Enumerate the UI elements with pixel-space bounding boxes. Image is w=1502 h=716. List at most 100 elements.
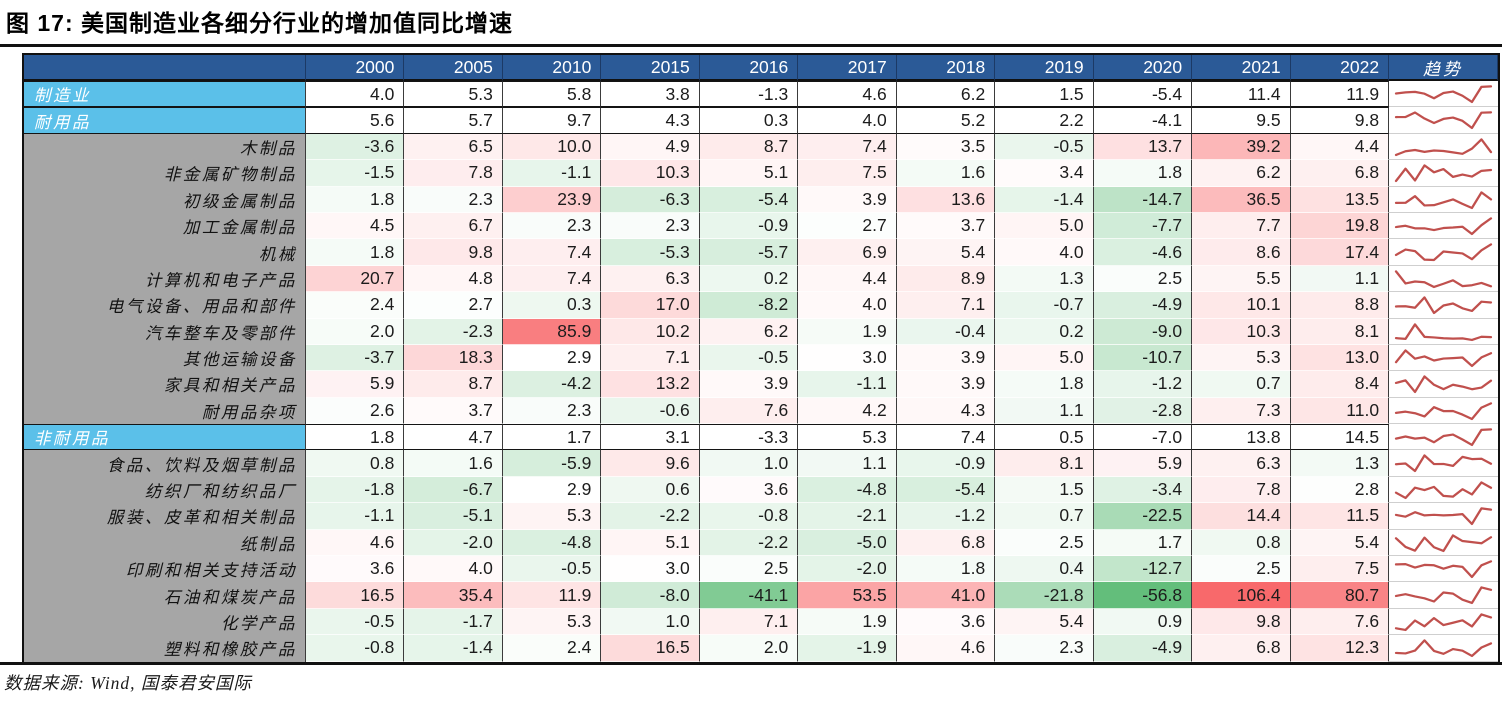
table-row: 食品、饮料及烟草制品 0.8 1.6 -5.9 9.6 1.0 1.1 -0.9 8.1 5.9 6… (24, 450, 1499, 477)
data-cell: 7.4 (502, 265, 602, 293)
data-cell: 9.8 (404, 239, 503, 266)
data-cell: 11.9 (1290, 81, 1390, 108)
data-cell: 5.3 (502, 503, 602, 530)
data-cell: -4.8 (502, 529, 602, 557)
data-cell: 0.7 (995, 503, 1094, 530)
data-cell: 7.1 (601, 344, 700, 372)
data-cell: -2.0 (404, 529, 503, 557)
trend-sparkline (1394, 322, 1493, 341)
data-cell: -0.9 (896, 450, 996, 477)
data-cell: -0.5 (502, 556, 602, 583)
data-cell: 4.3 (896, 397, 996, 425)
figure-title: 图 17: 美国制造业各细分行业的增加值同比增速 (6, 10, 514, 36)
data-cell: 5.3 (502, 608, 602, 636)
data-cell: 14.4 (1192, 503, 1291, 530)
row-label: 印刷和相关支持活动 (24, 556, 306, 583)
data-cell: -7.0 (1093, 424, 1193, 451)
data-cell: 11.9 (502, 582, 602, 609)
data-cell: 9.7 (502, 107, 602, 134)
trend-sparkline (1394, 349, 1493, 367)
data-cell: -4.1 (1093, 107, 1193, 134)
trend-cell (1389, 239, 1499, 266)
data-cell: 7.5 (798, 160, 897, 187)
data-cell: 10.3 (601, 160, 700, 187)
trend-cell (1389, 292, 1499, 319)
data-cell: -1.8 (305, 476, 405, 504)
data-cell: -1.3 (699, 81, 799, 108)
trend-cell (1389, 160, 1499, 187)
data-cell: 3.9 (896, 371, 996, 398)
trend-sparkline (1394, 586, 1493, 605)
column-header: 2016 (699, 55, 799, 81)
data-cell: -5.7 (699, 239, 799, 266)
data-cell: 8.1 (995, 450, 1094, 477)
data-cell: -2.2 (601, 503, 700, 530)
table-row: 初级金属制品 1.8 2.3 23.9 -6.3 -5.4 3.9 13.6 -1.4 -14.7… (24, 186, 1499, 213)
row-label: 家具和相关产品 (24, 371, 306, 398)
table-row: 非金属矿物制品 -1.5 7.8 -1.1 10.3 5.1 7.5 1.6 3.4 1.8 6.2… (24, 160, 1499, 187)
data-cell: -5.4 (1093, 81, 1193, 108)
data-cell: 16.5 (305, 582, 405, 609)
data-cell: 5.6 (305, 107, 405, 134)
data-cell: -12.7 (1093, 556, 1193, 583)
data-cell: 6.3 (601, 265, 700, 293)
trend-sparkline (1394, 243, 1493, 262)
data-cell: 3.9 (896, 344, 996, 372)
data-cell: 12.3 (1290, 635, 1390, 662)
data-cell: 3.9 (798, 186, 897, 213)
data-cell: 1.1 (798, 450, 897, 477)
data-cell: -56.8 (1093, 582, 1193, 609)
data-cell: 6.2 (1192, 160, 1291, 187)
data-cell: 5.3 (1192, 344, 1291, 372)
heatmap-table: 2000 2005 2010 2015 2016 2017 2018 2019 2020 2021… (22, 53, 1500, 662)
data-cell: 85.9 (502, 318, 602, 345)
row-label: 机械 (24, 239, 306, 266)
trend-cell (1389, 582, 1499, 609)
data-cell: 3.7 (896, 212, 996, 240)
data-cell: 4.8 (404, 265, 503, 293)
data-cell: 11.4 (1192, 81, 1291, 108)
data-cell: 1.0 (601, 608, 700, 636)
data-cell: 3.7 (404, 397, 503, 425)
trend-cell (1389, 81, 1499, 108)
row-label: 非耐用品 (24, 424, 306, 451)
column-header: 2010 (502, 55, 602, 81)
trend-sparkline (1394, 481, 1493, 499)
data-cell: 1.8 (305, 186, 405, 213)
data-cell: 3.5 (896, 133, 996, 161)
data-cell: 0.4 (995, 556, 1094, 583)
trend-sparkline (1394, 401, 1493, 420)
data-cell: 4.5 (305, 212, 405, 240)
data-cell: 2.9 (502, 476, 602, 504)
data-cell: 3.6 (305, 556, 405, 583)
column-header: 2000 (305, 55, 405, 81)
data-cell: -6.7 (404, 476, 503, 504)
data-cell: -5.4 (699, 186, 799, 213)
trend-cell (1389, 212, 1499, 240)
data-cell: -1.2 (896, 503, 996, 530)
data-cell: -3.3 (699, 424, 799, 451)
data-cell: 8.7 (699, 133, 799, 161)
table-row: 服装、皮革和相关制品 -1.1 -5.1 5.3 -2.2 -0.8 -2.1 -1.2 0.7… (24, 503, 1499, 530)
trend-cell (1389, 371, 1499, 398)
row-label: 纺织厂和纺织品厂 (24, 476, 306, 504)
data-cell: 6.8 (1192, 635, 1291, 662)
data-cell: 7.4 (502, 239, 602, 266)
data-cell: -0.5 (305, 608, 405, 636)
data-cell: 6.8 (896, 529, 996, 557)
data-cell: 1.1 (1290, 265, 1390, 293)
data-cell: 0.7 (1192, 371, 1291, 398)
table-row: 家具和相关产品 5.9 8.7 -4.2 13.2 3.9 -1.1 3.9 1.8 -1.2 0.… (24, 371, 1499, 398)
data-cell: -10.7 (1093, 344, 1193, 372)
data-cell: 3.1 (601, 424, 700, 451)
data-cell: 4.4 (1290, 133, 1390, 161)
data-cell: 0.2 (699, 265, 799, 293)
data-cell: 5.3 (404, 81, 503, 108)
data-cell: 7.7 (1192, 212, 1291, 240)
row-label: 化学产品 (24, 608, 306, 636)
data-cell: 11.5 (1290, 503, 1390, 530)
trend-sparkline (1394, 164, 1493, 183)
row-label: 塑料和橡胶产品 (24, 635, 306, 662)
data-cell: -1.7 (404, 608, 503, 636)
trend-cell (1389, 503, 1499, 530)
